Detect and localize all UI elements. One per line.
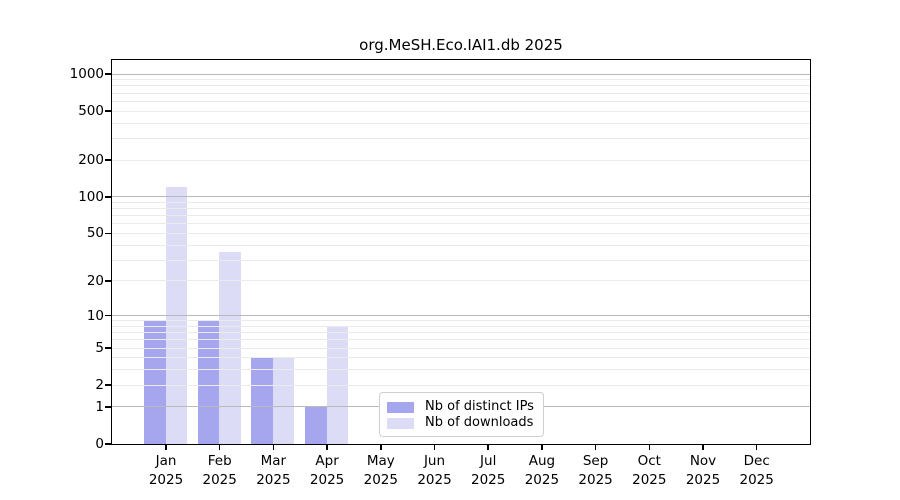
plot-area: Nb of distinct IPs Nb of downloads: [111, 59, 811, 445]
legend-swatch-distinct-ips: [387, 401, 414, 413]
gridline-minor: [112, 137, 810, 139]
gridline-minor: [112, 110, 810, 112]
gridline-minor: [112, 369, 810, 371]
gridline-minor: [112, 280, 810, 282]
x-tick-label: Dec 2025: [739, 453, 774, 488]
y-tick: [105, 347, 111, 349]
y-tick-label: 2: [95, 377, 104, 394]
gridline-minor: [112, 79, 810, 81]
x-tick-label: Nov 2025: [685, 453, 721, 488]
y-tick-label: 1: [95, 398, 104, 415]
gridline-minor: [112, 100, 810, 102]
bar-distinct-ips-apr: [305, 406, 327, 444]
x-tick-label: Jun 2025: [417, 453, 452, 488]
bar-distinct-ips-feb: [197, 320, 220, 444]
y-tick: [105, 73, 111, 75]
x-tick: [487, 444, 489, 450]
y-tick-label: 20: [86, 272, 104, 289]
y-tick: [105, 314, 111, 317]
x-tick-label: Jan 2025: [148, 453, 184, 488]
grid-layer: [112, 60, 810, 444]
y-tick-label: 0: [95, 436, 104, 452]
gridline-minor: [112, 223, 810, 225]
legend-item-downloads: Nb of downloads: [387, 415, 535, 431]
legend-label-distinct-ips: Nb of distinct IPs: [425, 399, 534, 414]
y-tick: [105, 159, 111, 161]
x-tick: [755, 444, 758, 450]
x-tick: [272, 444, 275, 450]
y-tick: [105, 232, 111, 235]
gridline-minor: [112, 325, 810, 327]
gridline-minor: [112, 201, 810, 203]
y-tick-label: 1000: [69, 66, 104, 83]
gridline-minor: [112, 92, 810, 94]
legend-label-downloads: Nb of downloads: [425, 415, 534, 430]
y-tick-label: 50: [86, 225, 104, 242]
y-tick: [105, 406, 111, 408]
x-tick-label: Oct 2025: [632, 453, 667, 488]
gridline-minor: [112, 384, 810, 386]
y-tick-label: 5: [95, 340, 104, 357]
gridline-minor: [112, 347, 810, 349]
y-tick: [105, 110, 111, 112]
y-tick: [105, 384, 111, 386]
x-tick-label: Feb 2025: [202, 453, 237, 488]
gridline-minor: [112, 85, 810, 87]
bar-distinct-ips-mar: [251, 357, 273, 444]
x-tick: [218, 444, 221, 450]
x-tick-label: May 2025: [363, 453, 398, 488]
gridline-minor: [112, 232, 810, 234]
gridline-minor: [112, 357, 810, 359]
x-tick: [594, 444, 597, 450]
y-tick-label: 10: [86, 307, 104, 324]
y-tick: [105, 196, 111, 198]
x-tick-label: Mar 2025: [256, 453, 291, 488]
gridline-minor: [112, 215, 810, 217]
gridline-major: [112, 196, 810, 198]
gridline-minor: [112, 320, 810, 322]
bar-distinct-ips-jan: [144, 320, 166, 444]
x-tick: [165, 444, 167, 450]
gridline-minor: [112, 259, 810, 261]
gridline-minor: [112, 159, 810, 161]
gridline-major: [112, 73, 810, 75]
x-tick: [433, 444, 436, 450]
y-tick-label: 500: [78, 103, 104, 120]
x-tick: [380, 444, 382, 450]
y-tick-label: 200: [78, 152, 104, 169]
gridline-major: [112, 315, 810, 317]
y-tick: [105, 443, 111, 445]
x-tick: [702, 444, 704, 450]
gridline-minor: [112, 244, 810, 246]
x-tick-label: Jul 2025: [471, 453, 506, 488]
legend-item-distinct-ips: Nb of distinct IPs: [387, 399, 535, 415]
legend: Nb of distinct IPs Nb of downloads: [379, 392, 544, 437]
y-tick-label: 100: [78, 188, 104, 205]
gridline-minor: [112, 339, 810, 341]
gridline-minor: [112, 122, 810, 124]
gridline-minor: [112, 332, 810, 334]
legend-swatch-downloads: [387, 417, 414, 429]
y-tick: [105, 280, 111, 282]
x-tick: [326, 444, 328, 450]
gridline-minor: [112, 208, 810, 210]
x-tick-label: Aug 2025: [524, 453, 560, 488]
x-tick: [541, 444, 543, 450]
bar-downloads-mar: [272, 357, 295, 444]
chart-title: org.MeSH.Eco.IAI1.db 2025: [359, 36, 563, 54]
x-tick-label: Sep 2025: [578, 453, 613, 488]
x-tick: [648, 444, 651, 450]
x-tick-label: Apr 2025: [309, 453, 345, 488]
